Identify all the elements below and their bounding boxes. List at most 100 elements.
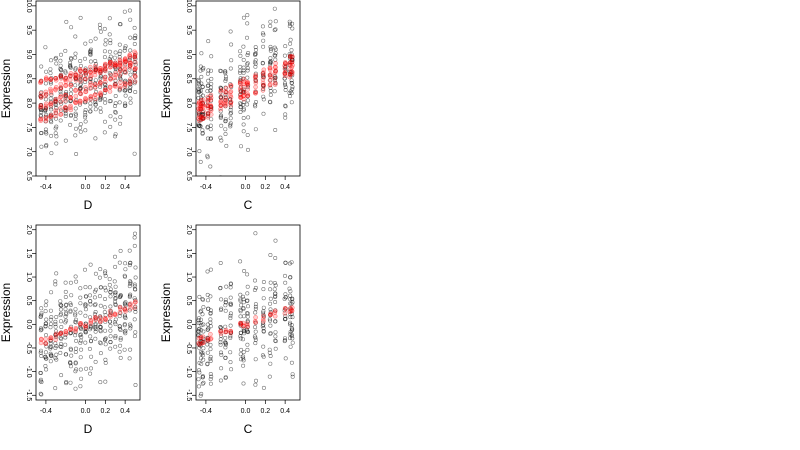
fitted-point (97, 315, 103, 320)
fitted-point (43, 75, 49, 80)
fitted-point (38, 336, 44, 342)
data-point (39, 90, 44, 95)
fitted-point (205, 103, 210, 108)
data-point (261, 32, 266, 37)
data-point (38, 106, 43, 111)
data-point (59, 85, 64, 90)
data-point (223, 297, 228, 302)
data-point (64, 19, 69, 24)
fitted-point (267, 65, 273, 71)
data-point (219, 350, 224, 355)
fitted-point (205, 111, 211, 117)
data-point (113, 299, 118, 304)
data-point (117, 51, 122, 56)
data-point (88, 299, 93, 304)
data-point (273, 57, 278, 62)
data-point (245, 284, 250, 289)
data-point (245, 52, 250, 57)
data-point (53, 356, 58, 361)
fitted-point (83, 76, 88, 82)
x-tick-label: 0.0 (81, 408, 91, 415)
data-point (253, 325, 258, 330)
fitted-point (108, 76, 113, 82)
fitted-point (38, 80, 43, 85)
data-point (64, 312, 69, 317)
data-point (133, 304, 138, 309)
data-point (287, 19, 292, 24)
fitted-point (38, 78, 44, 84)
data-point (39, 144, 44, 149)
data-point (268, 92, 273, 97)
data-point (133, 382, 138, 387)
data-point (108, 41, 113, 46)
data-point (83, 56, 88, 61)
fitted-point (83, 95, 88, 101)
data-point (196, 81, 201, 86)
fitted-point (113, 84, 118, 89)
data-point (73, 106, 78, 111)
data-point (241, 314, 246, 319)
fitted-point (241, 89, 247, 95)
fitted-point (218, 329, 223, 334)
data-point (103, 342, 108, 347)
fitted-point (127, 302, 133, 308)
y-tick-label: 0.5 (185, 296, 192, 306)
fitted-point (78, 68, 83, 74)
data-point (127, 263, 132, 268)
data-point (88, 39, 93, 44)
data-point (59, 336, 64, 341)
fitted-point (128, 60, 133, 66)
data-point (238, 292, 243, 297)
y-tick-label: -1.0 (25, 366, 32, 378)
data-point (43, 333, 48, 338)
data-point (223, 132, 228, 137)
fitted-point (117, 63, 123, 68)
data-point (245, 21, 250, 26)
data-point (239, 144, 244, 149)
data-point (132, 151, 137, 156)
fitted-point (228, 93, 233, 98)
fitted-point (241, 76, 247, 82)
fitted-point (272, 70, 278, 76)
fitted-point (237, 80, 243, 86)
fitted-point (200, 116, 206, 121)
data-point (273, 75, 278, 80)
data-point (198, 112, 203, 117)
data-point (54, 352, 59, 357)
fitted-point (127, 54, 133, 59)
data-point (78, 125, 83, 130)
fitted-point (282, 311, 288, 316)
data-point (93, 85, 98, 90)
fitted-point (228, 99, 234, 105)
data-point (89, 47, 94, 52)
data-point (273, 255, 278, 260)
fitted-point (200, 97, 206, 103)
data-point (93, 67, 98, 72)
data-point (108, 339, 113, 344)
data-point (127, 294, 132, 299)
fitted-point (92, 72, 98, 78)
data-point (113, 254, 118, 259)
fitted-point (102, 64, 108, 69)
fitted-point (83, 323, 88, 329)
data-point (63, 48, 68, 53)
fitted-point (63, 104, 68, 110)
data-point (288, 344, 293, 349)
fitted-point (260, 316, 266, 322)
data-point (228, 295, 233, 300)
data-point (201, 101, 206, 106)
fitted-point (88, 69, 93, 75)
fitted-point (98, 66, 103, 71)
data-point (63, 335, 68, 340)
data-point (39, 353, 44, 358)
fitted-point (218, 328, 223, 334)
data-point (219, 326, 224, 331)
data-point (133, 56, 138, 61)
data-point (44, 344, 49, 349)
data-point (88, 77, 93, 82)
data-point (200, 85, 205, 90)
data-point (98, 69, 103, 74)
plot-frame (35, 0, 141, 177)
data-point (241, 297, 246, 302)
data-point (133, 306, 138, 311)
